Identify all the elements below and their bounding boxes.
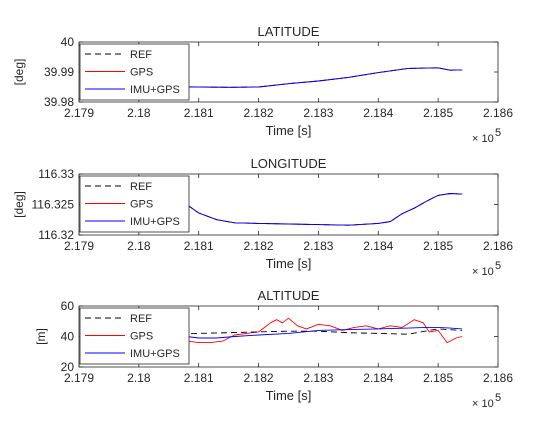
x-tick-label: 2.181 [184,106,214,120]
series-line-gps [160,317,463,344]
x-tick-label: 2.183 [303,239,333,253]
x-tick-label: 2.181 [184,239,214,253]
chart-title: ALTITUDE [258,288,320,303]
x-tick-label: 2.179 [64,371,94,385]
legend-label: GPS [130,331,153,343]
x-tick-label: 2.184 [363,239,393,253]
chart-title: LONGITUDE [251,156,327,171]
y-axis-label: [m] [34,328,48,345]
legend-label: IMU+GPS [130,216,180,228]
x-tick-label: 2.186 [483,239,513,253]
x-tick-label: 2.181 [184,371,214,385]
legend-label: GPS [130,199,153,211]
y-tick-label: 116.33 [38,167,74,181]
x-multiplier: × 10 [472,398,494,410]
y-tick-label: 39.98 [44,95,74,109]
x-axis-label: Time [s] [266,123,312,138]
x-tick-label: 2.18 [127,371,151,385]
y-tick-label: 116.325 [32,198,75,212]
x-tick-label: 2.182 [244,239,274,253]
x-multiplier-exponent: 5 [495,260,501,272]
x-tick-label: 2.183 [303,106,333,120]
legend-label: REF [130,181,152,193]
x-tick-label: 2.186 [483,106,513,120]
x-multiplier: × 10 [472,133,494,145]
x-axis-label: Time [s] [266,256,312,271]
x-tick-label: 2.185 [423,106,453,120]
chart-title: LATITUDE [258,24,320,39]
y-tick-label: 116.32 [38,228,74,242]
x-axis-label: Time [s] [266,388,312,403]
series-line-imu-gps [160,191,463,226]
chart-panel-2: ALTITUDE 2.179 2.18 2.181 2.182 2.183 2.184 2.1… [34,288,513,410]
y-tick-label: 39.99 [44,65,74,79]
x-tick-label: 2.182 [244,371,274,385]
x-multiplier-exponent: 5 [495,127,501,139]
legend-label: IMU+GPS [130,348,180,360]
y-tick-label: 20 [61,360,75,374]
x-tick-label: 2.18 [127,239,151,253]
x-multiplier-exponent: 5 [495,392,501,404]
x-tick-label: 2.182 [244,106,274,120]
legend-label: REF [130,49,152,61]
legend-label: REF [130,313,152,325]
y-axis-label: [deg] [12,191,26,218]
x-multiplier: × 10 [472,266,494,278]
x-tick-label: 2.185 [423,239,453,253]
series-line-imu-gps [160,326,463,339]
y-tick-label: 40 [61,35,75,49]
series-line-imu-gps [160,67,463,88]
x-tick-label: 2.179 [64,106,94,120]
x-tick-label: 2.183 [303,371,333,385]
x-tick-label: 2.179 [64,239,94,253]
legend-label: GPS [130,67,153,79]
x-tick-label: 2.185 [423,371,453,385]
y-tick-label: 60 [61,299,75,313]
x-tick-label: 2.18 [127,106,151,120]
chart-panel-1: LONGITUDE 2.179 2.18 2.181 2.182 2.183 2.184 2.… [12,156,513,278]
x-tick-label: 2.186 [483,371,513,385]
x-tick-label: 2.184 [363,371,393,385]
x-tick-label: 2.184 [363,106,393,120]
y-axis-label: [deg] [12,59,26,86]
chart-panel-0: LATITUDE 2.179 2.18 2.181 2.182 2.183 2.184 2.1… [12,24,513,145]
legend-label: IMU+GPS [130,84,180,96]
y-tick-label: 40 [61,330,75,344]
